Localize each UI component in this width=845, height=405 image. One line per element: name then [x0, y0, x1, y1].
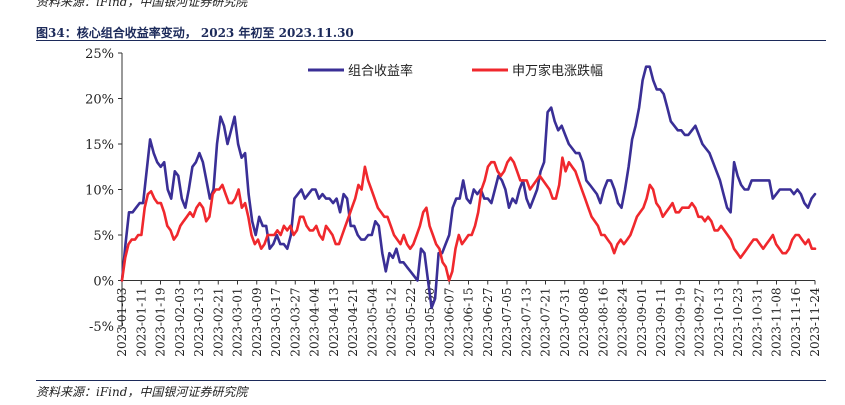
x-tick-label: 2023-11-08	[770, 288, 784, 357]
x-tick-label: 2023-04-13	[327, 288, 341, 357]
x-tick-label: 2023-11-16	[789, 288, 803, 357]
x-tick-label: 2023-04-21	[346, 288, 360, 357]
x-tick-label: 2023-10-31	[750, 288, 764, 357]
x-tick-label: 2023-07-21	[539, 288, 553, 357]
y-tick-label: 10%	[85, 184, 114, 199]
x-tick-label: 2023-06-07	[442, 288, 456, 357]
x-tick-label: 2023-03-17	[269, 288, 283, 357]
x-tick-label: 2023-01-11	[134, 288, 148, 357]
x-tick-label: 2023-09-01	[635, 288, 649, 357]
x-tick-label: 2023-02-21	[211, 288, 225, 357]
x-tick-label: 2023-03-27	[288, 288, 302, 357]
x-tick-label: 2023-01-19	[154, 288, 168, 357]
x-tick-label: 2023-02-03	[173, 288, 187, 357]
series-line-1	[120, 65, 817, 310]
x-tick-label: 2023-01-03	[115, 288, 129, 357]
footer-rule	[36, 380, 826, 381]
y-tick-label: 25%	[85, 47, 114, 62]
x-tick-label: 2023-05-22	[404, 288, 418, 357]
x-tick-label: 2023-07-31	[558, 288, 572, 357]
series-line-2	[120, 156, 817, 282]
x-tick-label: 2023-07-05	[500, 288, 514, 357]
x-tick-label: 2023-08-24	[616, 287, 630, 357]
title-rule	[36, 40, 826, 41]
y-tick-label: 5%	[93, 229, 114, 244]
legend-label-1: 组合收益率	[348, 63, 413, 79]
series-layer	[120, 65, 817, 310]
x-tick-label: 2023-05-04	[365, 287, 379, 357]
legend: 组合收益率 申万家电涨跌幅	[308, 63, 603, 79]
source-note: 资料来源：iFind，中国银河证券研究院	[36, 385, 248, 399]
x-tick-label: 2023-09-19	[673, 288, 687, 357]
y-tick-label: 0%	[93, 275, 114, 290]
cut-source-note: 资料来源：iFind，中国银河证券研究院	[36, 0, 248, 9]
x-tick-label: 2023-08-08	[577, 288, 591, 357]
figure-title: 图34：核心组合收益率变动， 2023 年初至 2023.11.30	[36, 26, 354, 40]
y-tick-label: 15%	[85, 138, 114, 153]
x-tick-label: 2023-11-24	[808, 287, 822, 357]
x-tick-label: 2023-07-13	[519, 288, 533, 357]
x-tick-label: 2023-10-23	[731, 288, 745, 357]
x-tick-label: 2023-09-11	[654, 288, 668, 357]
x-tick-label: 2023-06-27	[481, 288, 495, 357]
x-tick-label: 2023-04-04	[308, 287, 322, 357]
x-tick-label: 2023-03-09	[250, 288, 264, 357]
x-tick-label: 2023-05-12	[385, 288, 399, 357]
x-tick-label: 2023-03-01	[231, 288, 245, 357]
axes: -5% 0% 5% 10% 15% 20% 25% 2023-01-03 2023-01-11 2…	[85, 47, 822, 357]
x-tick-label: 2023-09-27	[693, 288, 707, 357]
y-tick-label: 20%	[85, 93, 114, 108]
x-tick-label: 2023-08-16	[596, 288, 610, 357]
legend-label-2: 申万家电涨跌幅	[512, 63, 603, 79]
x-tick-label: 2023-02-13	[192, 288, 206, 357]
x-tick-label: 2023-10-13	[712, 288, 726, 357]
x-tick-label: 2023-06-15	[462, 288, 476, 357]
y-tick-label: -5%	[89, 320, 114, 335]
